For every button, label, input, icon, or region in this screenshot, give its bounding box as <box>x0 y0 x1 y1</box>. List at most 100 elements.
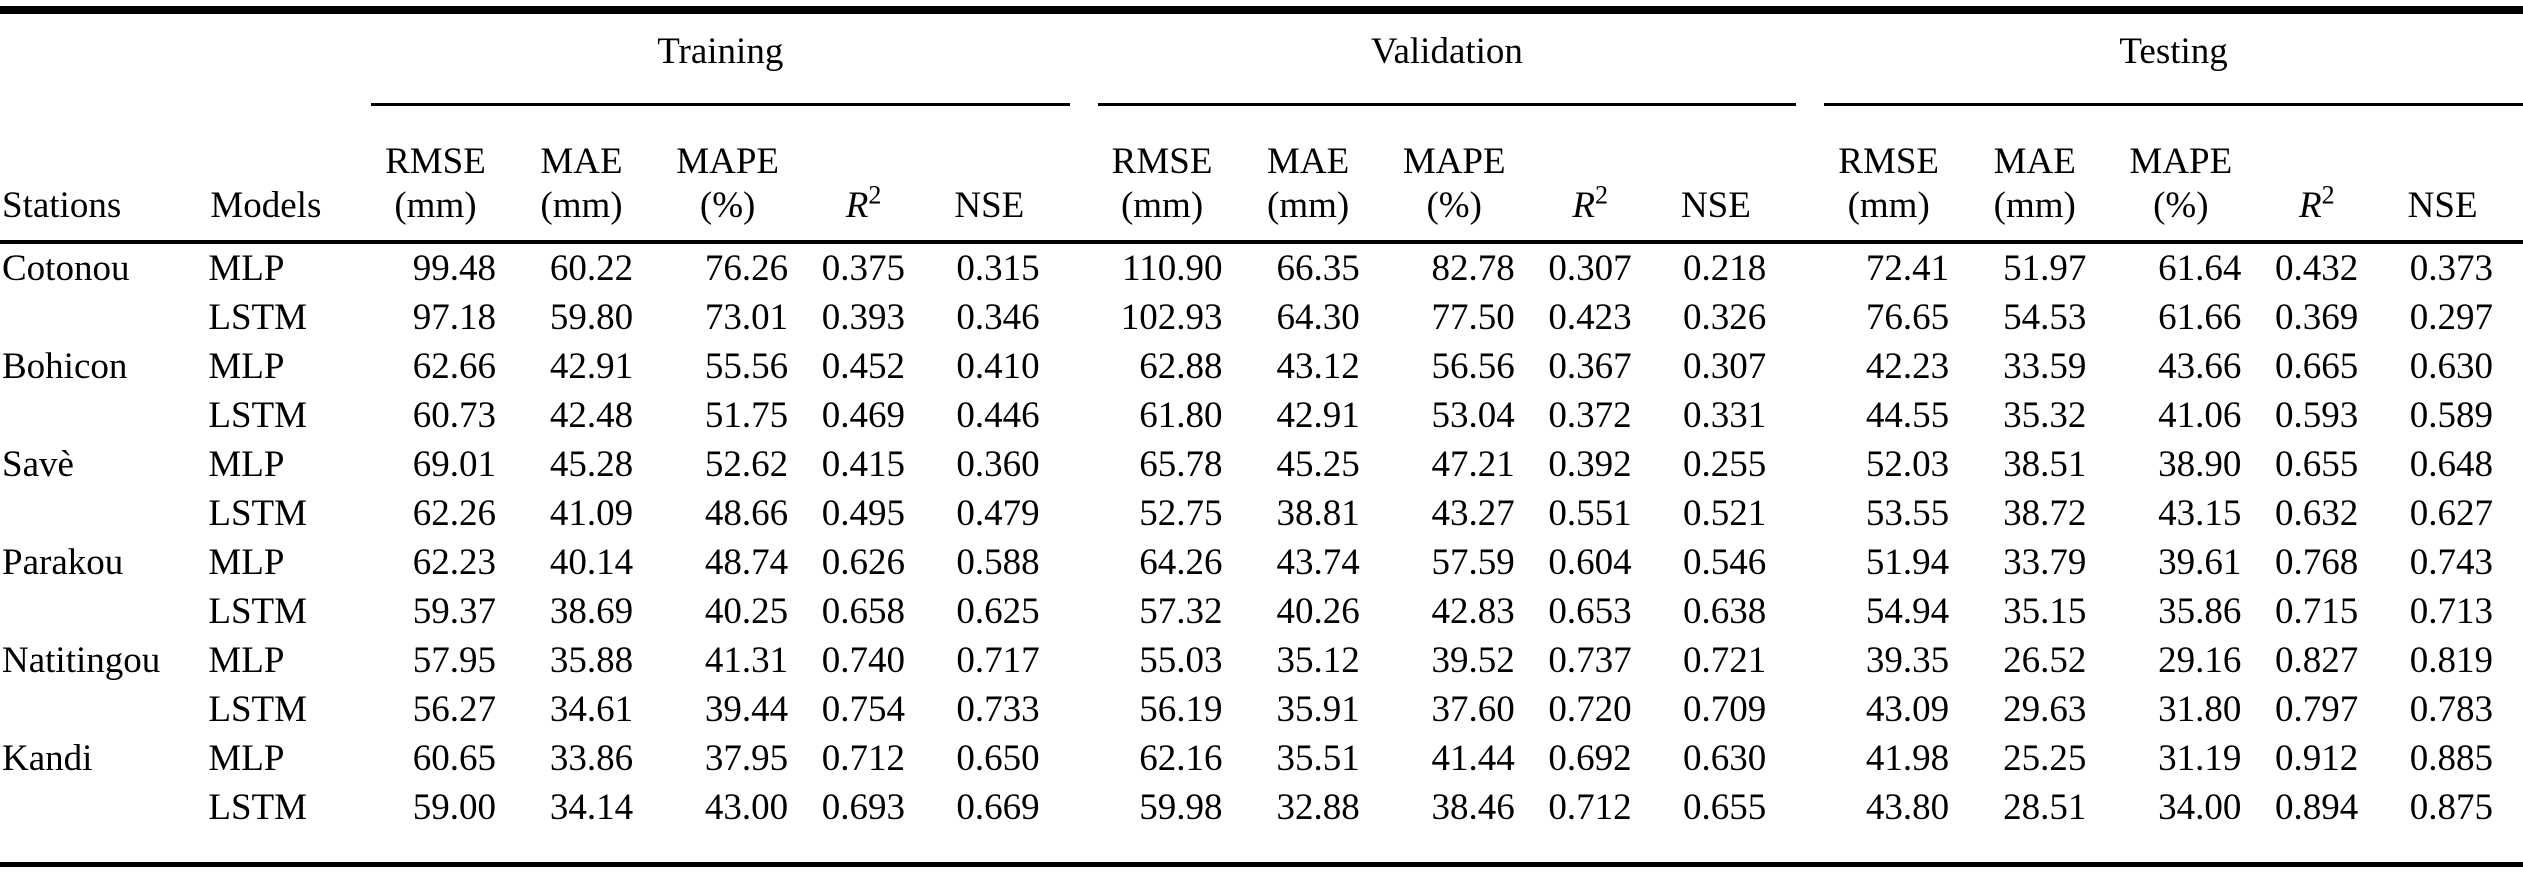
metric-value-cell: 0.297 <box>2409 297 2493 338</box>
column-header-rmse: RMSE (mm) <box>1824 104 1980 244</box>
metric-value-cell: 40.14 <box>549 542 634 583</box>
metric-value-cell: 0.875 <box>2409 787 2493 828</box>
metric-value-cell: 0.479 <box>956 493 1040 534</box>
metric-value-cell: 35.91 <box>1276 689 1360 730</box>
metric-value-cell: 65.78 <box>1139 444 1223 485</box>
metric-value-cell: 0.307 <box>1682 346 1767 387</box>
metric-value-cell: 35.88 <box>549 640 634 681</box>
group-gap <box>1070 783 1098 862</box>
table-bottom-rule <box>0 862 2523 867</box>
metric-value-cell: 0.373 <box>2409 248 2493 289</box>
metric-value-cell: 33.86 <box>549 738 634 779</box>
metric-value-cell: 57.95 <box>412 640 496 681</box>
metric-value-cell: 0.827 <box>2274 640 2359 681</box>
metric-value-cell: 0.665 <box>2274 346 2359 387</box>
metric-value-cell: 0.369 <box>2274 297 2359 338</box>
group-gap <box>1070 685 1098 734</box>
metric-value-cell: 40.26 <box>1276 591 1360 632</box>
metric-value-cell: 0.495 <box>821 493 905 534</box>
metric-value-cell: 0.658 <box>821 591 905 632</box>
metric-value-cell: 0.912 <box>2274 738 2359 779</box>
metric-value-cell: 60.73 <box>412 395 496 436</box>
metric-value-cell: 61.80 <box>1139 395 1223 436</box>
metric-value-cell: 73.01 <box>704 297 789 338</box>
metric-value-cell: 43.15 <box>2158 493 2242 534</box>
group-header-validation: Validation <box>1097 14 1797 106</box>
metric-value-cell: 26.52 <box>2003 640 2087 681</box>
group-gap <box>1070 242 1098 293</box>
metric-value-cell: 59.37 <box>412 591 496 632</box>
metric-value-cell: 59.98 <box>1139 787 1223 828</box>
column-header-r2: R2 <box>2271 104 2389 244</box>
group-gap <box>1070 293 1098 342</box>
column-header-mae: MAE (mm) <box>525 104 664 244</box>
model-cell: MLP <box>208 248 285 289</box>
metric-value-cell: 0.653 <box>1548 591 1632 632</box>
metric-value-cell: 0.326 <box>1682 297 1767 338</box>
metric-value-cell: 48.74 <box>704 542 789 583</box>
metric-value-cell: 0.593 <box>2274 395 2359 436</box>
metric-value-cell: 0.372 <box>1548 395 1632 436</box>
metric-value-cell: 69.01 <box>412 444 496 485</box>
metric-value-cell: 60.65 <box>412 738 496 779</box>
station-cell <box>0 489 208 538</box>
metric-value-cell: 0.521 <box>1682 493 1767 534</box>
metric-value-cell: 0.743 <box>2409 542 2493 583</box>
metric-value-cell: 57.32 <box>1139 591 1223 632</box>
metric-value-cell: 0.589 <box>2409 395 2493 436</box>
column-header-mape: MAPE (%) <box>663 104 819 244</box>
metric-value-cell: 53.55 <box>1865 493 1950 534</box>
table-row: LSTM 60.73 42.48 51.75 0.469 0.446 61.80 42.91 5… <box>0 391 2523 440</box>
metric-value-cell: 0.754 <box>821 689 905 730</box>
metric-value-cell: 0.255 <box>1682 444 1767 485</box>
metric-value-cell: 39.52 <box>1431 640 1515 681</box>
metric-value-cell: 37.60 <box>1431 689 1515 730</box>
metric-value-cell: 82.78 <box>1431 248 1515 289</box>
metric-value-cell: 56.56 <box>1431 346 1515 387</box>
metric-value-cell: 0.717 <box>956 640 1040 681</box>
metric-value-cell: 99.48 <box>412 248 496 289</box>
group-gap <box>1796 342 1824 391</box>
station-cell <box>0 783 208 862</box>
metric-value-cell: 0.648 <box>2409 444 2493 485</box>
column-header-rmse: RMSE (mm) <box>1097 104 1253 244</box>
metric-value-cell: 55.03 <box>1139 640 1223 681</box>
group-gap <box>1796 636 1824 685</box>
group-gap <box>1796 783 1824 862</box>
metric-value-cell: 0.630 <box>1682 738 1767 779</box>
station-cell: Savè <box>2 444 74 485</box>
table-row: LSTM 56.27 34.61 39.44 0.754 0.733 56.19 35.91 3… <box>0 685 2523 734</box>
metric-value-cell: 64.30 <box>1276 297 1360 338</box>
table-row: LSTM 59.37 38.69 40.25 0.658 0.625 57.32 40.26 4… <box>0 587 2523 636</box>
metric-value-cell: 42.91 <box>1276 395 1360 436</box>
column-header-mape: MAPE (%) <box>1389 104 1545 244</box>
column-header-rmse: RMSE (mm) <box>370 104 526 244</box>
metric-value-cell: 43.09 <box>1865 689 1950 730</box>
group-header-blank <box>0 14 371 105</box>
metric-value-cell: 29.63 <box>2003 689 2087 730</box>
metric-value-cell: 0.469 <box>821 395 905 436</box>
metric-value-cell: 0.218 <box>1682 248 1767 289</box>
metric-value-cell: 0.733 <box>956 689 1040 730</box>
metric-value-cell: 31.19 <box>2158 738 2242 779</box>
metric-value-cell: 0.432 <box>2274 248 2359 289</box>
model-cell: MLP <box>208 738 285 779</box>
station-cell: Parakou <box>2 542 124 583</box>
column-header-models: Models <box>208 104 371 244</box>
group-gap <box>1796 587 1824 636</box>
group-gap <box>1070 538 1098 587</box>
metric-value-cell: 43.00 <box>704 787 789 828</box>
metric-value-cell: 0.712 <box>821 738 905 779</box>
metric-value-cell: 38.72 <box>2003 493 2087 534</box>
metric-value-cell: 0.346 <box>956 297 1040 338</box>
metric-value-cell: 41.09 <box>549 493 634 534</box>
metric-value-cell: 33.79 <box>2003 542 2087 583</box>
metric-value-cell: 0.783 <box>2409 689 2493 730</box>
group-gap <box>1070 636 1098 685</box>
model-performance-table: Training Validation Testing Stations Mod… <box>0 14 2523 862</box>
metric-value-cell: 55.56 <box>704 346 789 387</box>
group-header-testing: Testing <box>1824 14 2523 106</box>
metric-value-cell: 32.88 <box>1276 787 1360 828</box>
metric-value-cell: 37.95 <box>704 738 789 779</box>
metric-value-cell: 28.51 <box>2003 787 2087 828</box>
